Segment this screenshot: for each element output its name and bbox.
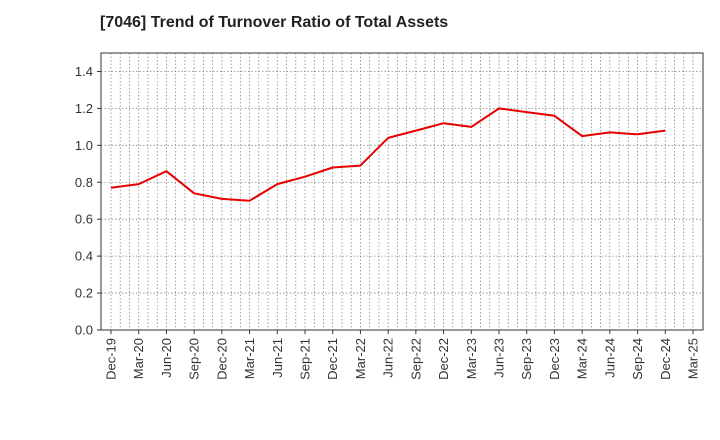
x-tick-label: Jun-24	[602, 338, 617, 378]
x-tick-label: Dec-23	[547, 338, 562, 380]
x-tick-label: Jun-22	[381, 338, 396, 378]
y-tick-label: 0.4	[75, 249, 93, 264]
x-tick-label: Mar-24	[575, 338, 590, 379]
x-tick-label: Jun-21	[270, 338, 285, 378]
plot-area	[101, 53, 703, 330]
x-tick-label: Dec-22	[436, 338, 451, 380]
y-tick-label: 0.8	[75, 175, 93, 190]
x-tick-label: Mar-22	[353, 338, 368, 379]
y-tick-label: 1.0	[75, 138, 93, 153]
y-tick-label: 1.4	[75, 64, 93, 79]
x-tick-label: Sep-20	[187, 338, 202, 380]
x-tick-label: Mar-25	[686, 338, 701, 379]
x-tick-label: Dec-24	[658, 338, 673, 380]
x-tick-label: Mar-20	[131, 338, 146, 379]
y-tick-label: 0.6	[75, 212, 93, 227]
x-tick-label: Mar-23	[464, 338, 479, 379]
series-line	[110, 107, 666, 202]
x-tick-label: Sep-23	[519, 338, 534, 380]
x-tick-label: Jun-23	[492, 338, 507, 378]
x-tick-label: Sep-24	[630, 338, 645, 380]
x-tick-label: Dec-20	[214, 338, 229, 380]
x-tick-label: Dec-19	[104, 338, 119, 380]
y-tick-label: 1.2	[75, 101, 93, 116]
y-tick-label: 0.0	[75, 323, 93, 338]
y-tick-label: 0.2	[75, 286, 93, 301]
x-tick-label: Dec-21	[325, 338, 340, 380]
x-tick-label: Sep-21	[298, 338, 313, 380]
chart-title: [7046] Trend of Turnover Ratio of Total …	[100, 14, 449, 31]
x-tick-label: Sep-22	[408, 338, 423, 380]
x-tick-label: Mar-21	[242, 338, 257, 379]
plot-frame	[100, 52, 704, 331]
x-tick-label: Jun-20	[159, 338, 174, 378]
